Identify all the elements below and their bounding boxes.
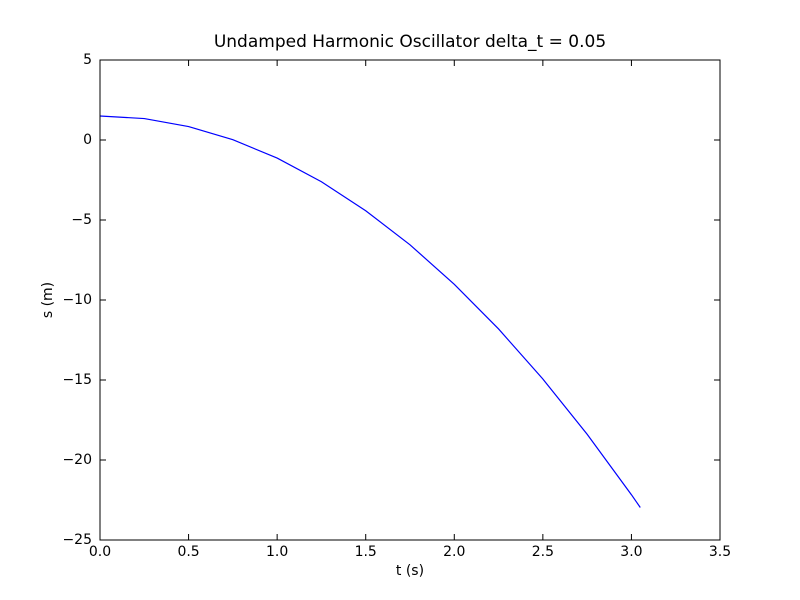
x-tick-label: 2.0 [443, 544, 465, 560]
plot-frame [99, 59, 721, 541]
chart-title: Undamped Harmonic Oscillator delta_t = 0… [214, 32, 606, 52]
x-tick-label: 2.5 [532, 544, 554, 560]
x-tick-label: 3.0 [620, 544, 642, 560]
y-tick-label: −15 [62, 372, 92, 388]
x-tick-label: 1.5 [355, 544, 377, 560]
x-axis-label: t (s) [396, 563, 424, 579]
x-tick-label: 0.0 [89, 544, 111, 560]
y-tick-label: −10 [62, 292, 92, 308]
data-line [99, 115, 641, 508]
x-tick-label: 3.5 [709, 544, 731, 560]
y-tick-label: −20 [62, 452, 92, 468]
x-tick-label: 0.5 [177, 544, 199, 560]
y-tick-label: 0 [83, 132, 92, 148]
y-tick-label: −5 [71, 212, 92, 228]
y-tick-label: −25 [62, 532, 92, 548]
x-tick-label: 1.0 [266, 544, 288, 560]
y-tick-label: 5 [83, 52, 92, 68]
y-axis-label: s (m) [40, 282, 56, 318]
